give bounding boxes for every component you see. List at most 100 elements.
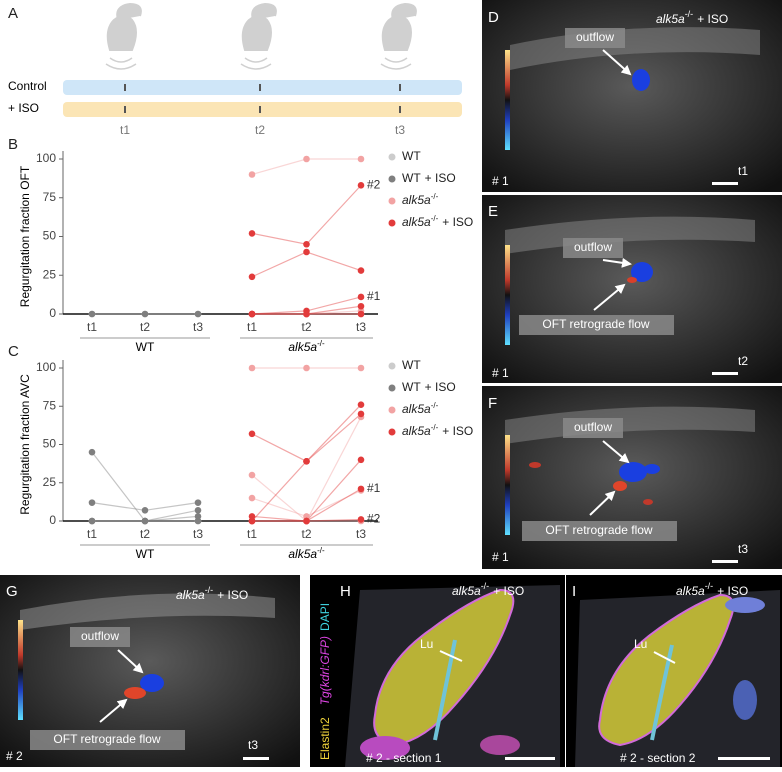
- legend-marker: [388, 428, 396, 436]
- fish-id: # 2: [6, 749, 23, 763]
- panel-a: A Control + ISO t1 t2 t3: [8, 2, 462, 137]
- legend-marker: [388, 175, 396, 183]
- x-tick-label: t3: [356, 320, 366, 334]
- genotype: -/-: [685, 9, 694, 19]
- legend-marker: [388, 153, 396, 161]
- series-line: [251, 413, 362, 522]
- x-tick-label: t1: [247, 527, 257, 541]
- data-point: [357, 401, 365, 409]
- genotype: -/-: [205, 585, 214, 595]
- time-ticks: [124, 84, 401, 113]
- label: alk5a-/- + ISO: [402, 214, 473, 230]
- data-point: [357, 516, 365, 523]
- data-point: [248, 171, 256, 178]
- y-axis-label: Regurgitation fraction OFT: [18, 165, 32, 307]
- series-line: [251, 184, 362, 245]
- annotation: OFT retrograde flow: [53, 732, 160, 746]
- stain: DAPI: [318, 603, 332, 631]
- name: WT: [402, 149, 421, 163]
- x-tick-label: t3: [193, 527, 203, 541]
- panel-letter: B: [8, 136, 18, 153]
- legend-marker: [388, 362, 396, 370]
- series-line: [251, 404, 362, 463]
- y-tick-label: 25: [43, 267, 57, 281]
- treatment: + ISO: [493, 584, 524, 598]
- data-point: [194, 506, 202, 514]
- y-tick-label: 25: [43, 475, 57, 489]
- stain: Elastin2: [318, 717, 332, 760]
- gene: alk5a: [452, 584, 481, 598]
- timepoint: t2: [255, 123, 265, 137]
- data-point: [357, 410, 365, 418]
- label: WT: [136, 547, 155, 561]
- name: alk5a: [402, 424, 431, 438]
- y-tick-label: 75: [43, 398, 57, 412]
- superscript: -/-: [431, 214, 439, 223]
- timepoint: t3: [738, 542, 748, 556]
- y-tick-label: 50: [43, 229, 57, 243]
- data-point: [303, 513, 310, 520]
- panel-title: alk5a-/- + ISO: [656, 9, 728, 26]
- y-tick-label: 100: [36, 151, 56, 165]
- timepoint: t3: [395, 123, 405, 137]
- section-label: # 2 - section 2: [620, 751, 696, 765]
- panel-g: G alk5a-/- + ISO outflow OFT retrograde f…: [0, 575, 300, 767]
- name: alk5a: [288, 340, 317, 354]
- timepoint: t1: [120, 123, 130, 137]
- label: WT + ISO: [402, 171, 456, 185]
- row-label: + ISO: [8, 101, 39, 115]
- timepoint: t3: [248, 738, 258, 752]
- gene: alk5a: [176, 588, 205, 602]
- legend-marker: [388, 219, 396, 227]
- transducers: [106, 2, 417, 51]
- label: alk5a-/- + ISO: [402, 423, 473, 439]
- y-tick-label: 0: [49, 306, 56, 320]
- superscript: -/-: [317, 339, 325, 348]
- superscript: -/-: [431, 423, 439, 432]
- superscript: -/-: [317, 546, 325, 555]
- x-tick-label: t2: [140, 320, 150, 334]
- treatment: + ISO: [717, 584, 748, 598]
- data-point: [194, 310, 202, 318]
- fish-id: # 1: [492, 366, 509, 380]
- annotation: outflow: [574, 240, 612, 254]
- data-point: [141, 310, 149, 318]
- name: WT: [136, 547, 155, 561]
- name: alk5a: [402, 402, 431, 416]
- fish-id: # 1: [492, 550, 509, 564]
- data-point: [357, 485, 365, 493]
- waves: [105, 57, 412, 70]
- label: WT: [402, 358, 421, 372]
- genotype: -/-: [705, 581, 714, 591]
- data-point: [248, 513, 256, 520]
- data-point: [248, 517, 256, 525]
- data-point: [141, 517, 149, 525]
- panel-title: alk5a-/- + ISO: [452, 581, 524, 598]
- panel-letter: A: [8, 5, 18, 22]
- timepoint: t1: [738, 164, 748, 178]
- point-label: #2: [367, 178, 381, 192]
- series-line: [251, 416, 362, 522]
- data-point: [357, 302, 365, 310]
- name: alk5a: [402, 215, 431, 229]
- superscript: -/-: [431, 401, 439, 410]
- row-label: Control: [8, 79, 47, 93]
- fish-id: # 1: [492, 174, 509, 188]
- iso-bar: [63, 102, 462, 117]
- annotation: OFT retrograde flow: [545, 523, 652, 537]
- data-point: [248, 310, 256, 318]
- annotation: outflow: [574, 420, 612, 434]
- name: WT: [402, 171, 421, 185]
- panel-letter: D: [488, 9, 499, 26]
- lumen-label: Lu: [634, 637, 647, 651]
- data-point: [88, 517, 96, 525]
- panel-letter: G: [6, 583, 18, 600]
- label: alk5a-/-: [402, 192, 439, 208]
- legend-marker: [388, 197, 396, 205]
- stain: Tg(kdrl:GFP): [318, 636, 332, 705]
- series-line: [251, 251, 362, 278]
- panel-h: H alk5a-/- + ISO Elastin2 Tg(kdrl:GFP) DAPI…: [310, 575, 565, 767]
- x-tick-label: t2: [140, 527, 150, 541]
